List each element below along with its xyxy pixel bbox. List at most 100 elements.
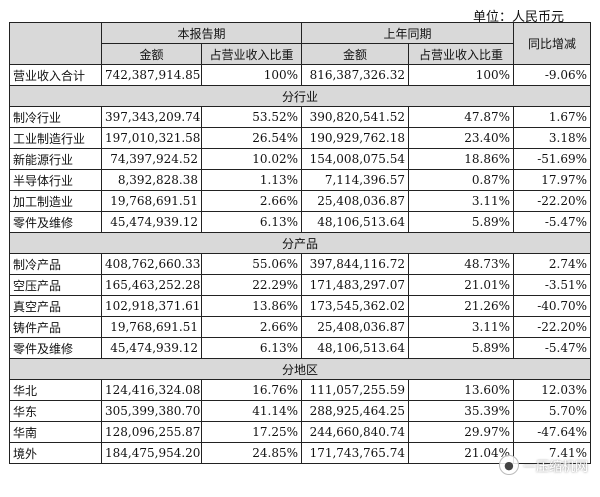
unit-label: 单位：人民币元 [472,10,564,25]
total-yoy: -9.06% [513,64,592,86]
current-amount-cell: 74,397,924.52 [101,148,202,170]
current-amount-cell: 45,474,939.12 [101,337,202,359]
row-label: 零件及维修 [9,337,102,359]
current-ratio-cell: 2.66% [200,316,303,338]
header-row-2: 金额 占营业收入比重 金额 占营业收入比重 [10,43,591,65]
yoy-cell: -51.69% [513,148,592,170]
prior-ratio-cell: 13.60% [408,379,515,401]
wechat-logo-icon: ● [498,455,519,475]
yoy-cell: -3.51% [513,274,592,296]
prior-amount-cell: 390,820,541.52 [301,106,410,128]
table-row: 真空产品 102,918,371.61 13.86% 173,545,362.02 21… [9,295,592,317]
prior-ratio-cell: 35.39% [408,400,515,422]
table-row: 空压产品 165,463,252.28 22.29% 171,483,297.07 21… [9,274,592,296]
section-title: 分地区 [8,358,592,380]
row-label: 工业制造行业 [9,127,102,149]
current-ratio-header: 占营业收入比重 [200,43,303,65]
prior-ratio-cell: 21.04% [408,442,515,464]
table-row: 境外 184,475,954.20 24.85% 171,743,765.74 21.0… [9,442,592,464]
total-label: 营业收入合计 [9,64,102,86]
prior-ratio-cell: 47.87% [408,106,515,128]
prior-ratio-cell: 23.40% [408,127,515,149]
current-ratio-cell: 10.02% [200,148,303,170]
row-label: 制冷产品 [9,253,102,275]
total-prior-amount: 816,387,326.32 [301,64,410,86]
prior-ratio-cell: 18.86% [408,148,515,170]
current-amount-cell: 184,475,954.20 [101,442,202,464]
row-label: 加工制造业 [9,190,102,212]
prior-amount-cell: 173,545,362.02 [301,295,410,317]
total-current-ratio: 100% [200,64,303,86]
blank-corner-cell [9,22,102,65]
current-ratio-cell: 41.14% [200,400,303,422]
prior-ratio-cell: 48.73% [408,253,515,275]
current-amount-cell: 397,343,209.74 [101,106,202,128]
section-header-row: 分产品 [8,232,592,254]
yoy-cell: -40.70% [513,295,592,317]
current-ratio-cell: 6.13% [200,211,303,233]
row-label: 华北 [9,379,102,401]
table-row: 铸件产品 19,768,691.51 2.66% 25,408,036.87 3.11%… [9,316,592,338]
prior-ratio-cell: 5.89% [408,211,515,233]
row-label: 华南 [9,421,102,443]
prior-ratio-cell: 21.26% [408,295,515,317]
prior-amount-cell: 171,743,765.74 [301,442,410,464]
current-ratio-cell: 2.66% [200,190,303,212]
current-amount-cell: 45,474,939.12 [101,211,202,233]
total-prior-ratio: 100% [408,64,515,86]
table-row: 零件及维修 45,474,939.12 6.13% 48,106,513.64 5.89… [9,211,592,233]
prior-amount-cell: 25,408,036.87 [301,316,410,338]
table-row: 制冷行业 397,343,209.74 53.52% 390,820,541.52 47… [9,106,592,128]
prior-amount-cell: 48,106,513.64 [301,211,410,233]
table-row: 制冷产品 408,762,660.33 55.06% 397,844,116.72 48… [9,253,592,275]
yoy-cell: 17.97% [513,169,592,191]
yoy-cell: 3.18% [513,127,592,149]
total-row: 营业收入合计 742,387,914.85 100% 816,387,326.3… [9,64,592,86]
table-body: 本报告期 上年同期 同比增减 金额 占营业收入比重 金额 占营业收入比重 营业收… [8,22,592,464]
prior-amount-cell: 397,844,116.72 [301,253,410,275]
section-title: 分行业 [8,85,592,107]
revenue-table: 本报告期 上年同期 同比增减 金额 占营业收入比重 金额 占营业收入比重 营业收… [8,22,592,464]
current-period-header: 本报告期 [100,22,303,44]
prior-amount-cell: 244,660,840.74 [301,421,410,443]
watermark-text: 一压缩机网 [522,459,588,475]
prior-ratio-header: 占营业收入比重 [408,43,515,65]
yoy-cell: -22.20% [513,190,592,212]
current-ratio-cell: 16.76% [200,379,303,401]
current-amount-cell: 8,392,828.38 [101,169,202,191]
current-amount-cell: 128,096,255.87 [101,421,202,443]
prior-ratio-cell: 29.97% [408,421,515,443]
current-ratio-cell: 1.13% [200,169,303,191]
current-amount-cell: 124,416,324.08 [101,379,202,401]
current-amount-cell: 197,010,321.58 [101,127,202,149]
current-amount-cell: 408,762,660.33 [101,253,202,275]
row-label: 铸件产品 [9,316,102,338]
table-row: 新能源行业 74,397,924.52 10.02% 154,008,075.54 18… [9,148,592,170]
current-ratio-cell: 17.25% [200,421,303,443]
row-label: 制冷行业 [9,106,102,128]
table-row: 加工制造业 19,768,691.51 2.66% 25,408,036.87 3.11… [9,190,592,212]
table-row: 工业制造行业 197,010,321.58 26.54% 190,929,762.18… [9,127,592,149]
yoy-cell: -5.47% [513,211,592,233]
current-ratio-cell: 53.52% [200,106,303,128]
prior-amount-cell: 25,408,036.87 [301,190,410,212]
prior-amount-cell: 7,114,396.57 [301,169,410,191]
watermark: ● 一压缩机网 [498,455,588,475]
yoy-header: 同比增减 [513,22,592,65]
prior-amount-cell: 288,925,464.25 [301,400,410,422]
section-title: 分产品 [8,232,592,254]
current-amount-cell: 102,918,371.61 [101,295,202,317]
table-row: 华南 128,096,255.87 17.25% 244,660,840.74 29.9… [9,421,592,443]
prior-ratio-cell: 5.89% [408,337,515,359]
current-amount-cell: 305,399,380.70 [101,400,202,422]
prior-amount-cell: 111,057,255.59 [301,379,410,401]
yoy-cell: 5.70% [513,400,592,422]
yoy-cell: 12.03% [513,379,592,401]
row-label: 零件及维修 [9,211,102,233]
row-label: 空压产品 [9,274,102,296]
row-label: 新能源行业 [9,148,102,170]
yoy-cell: 7.41% [513,442,592,464]
current-ratio-cell: 22.29% [200,274,303,296]
current-ratio-cell: 26.54% [200,127,303,149]
current-amount-cell: 19,768,691.51 [101,316,202,338]
